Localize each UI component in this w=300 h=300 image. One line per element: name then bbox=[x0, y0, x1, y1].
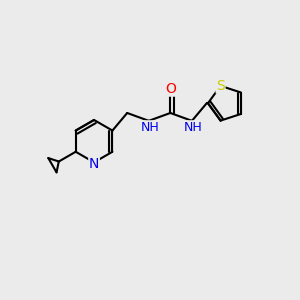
Text: N: N bbox=[89, 157, 99, 171]
Text: NH: NH bbox=[184, 121, 203, 134]
Text: O: O bbox=[165, 82, 176, 96]
Text: S: S bbox=[216, 79, 225, 93]
Text: NH: NH bbox=[141, 121, 160, 134]
